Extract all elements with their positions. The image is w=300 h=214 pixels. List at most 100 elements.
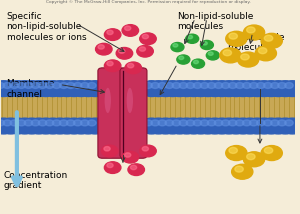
Circle shape	[243, 25, 265, 40]
Circle shape	[220, 48, 241, 63]
Circle shape	[88, 82, 96, 88]
Circle shape	[204, 118, 226, 134]
Circle shape	[179, 56, 184, 59]
Circle shape	[196, 118, 219, 134]
Circle shape	[17, 120, 26, 126]
Circle shape	[264, 35, 273, 41]
Circle shape	[229, 33, 237, 39]
Circle shape	[188, 35, 193, 39]
Circle shape	[38, 82, 47, 88]
Circle shape	[256, 120, 265, 126]
Circle shape	[223, 50, 232, 56]
Circle shape	[255, 46, 276, 61]
Circle shape	[28, 81, 50, 97]
Circle shape	[260, 81, 282, 97]
Circle shape	[246, 118, 268, 134]
Circle shape	[183, 118, 205, 134]
Circle shape	[169, 118, 191, 134]
Circle shape	[35, 118, 57, 134]
Circle shape	[264, 147, 273, 153]
Circle shape	[107, 163, 113, 168]
Circle shape	[190, 118, 212, 134]
Circle shape	[98, 45, 104, 49]
Circle shape	[194, 60, 199, 64]
Circle shape	[171, 43, 184, 52]
Circle shape	[142, 34, 148, 39]
Circle shape	[267, 118, 290, 134]
Circle shape	[128, 164, 145, 175]
Circle shape	[63, 118, 85, 134]
Circle shape	[278, 120, 286, 126]
Circle shape	[84, 118, 106, 134]
Circle shape	[70, 118, 92, 134]
Circle shape	[77, 81, 99, 97]
Circle shape	[42, 81, 64, 97]
Circle shape	[128, 63, 134, 68]
Circle shape	[169, 81, 191, 97]
Circle shape	[239, 118, 261, 134]
Circle shape	[193, 82, 202, 88]
Circle shape	[158, 120, 166, 126]
Circle shape	[31, 82, 40, 88]
Circle shape	[0, 82, 4, 88]
Circle shape	[45, 82, 54, 88]
Circle shape	[264, 120, 272, 126]
Circle shape	[200, 40, 213, 50]
Circle shape	[154, 81, 177, 97]
Circle shape	[0, 81, 22, 97]
Circle shape	[104, 29, 121, 40]
Circle shape	[130, 165, 137, 170]
Circle shape	[176, 81, 198, 97]
Circle shape	[177, 55, 190, 64]
Circle shape	[14, 118, 36, 134]
Circle shape	[214, 82, 223, 88]
Circle shape	[66, 82, 75, 88]
Circle shape	[256, 82, 265, 88]
Circle shape	[236, 120, 244, 126]
Ellipse shape	[127, 88, 133, 113]
Circle shape	[186, 82, 195, 88]
Circle shape	[10, 120, 19, 126]
Text: Copyright © The McGraw-Hill Companies, Inc. Permission required for reproduction: Copyright © The McGraw-Hill Companies, I…	[46, 0, 250, 4]
Circle shape	[232, 164, 253, 179]
Circle shape	[192, 59, 205, 68]
Circle shape	[161, 118, 184, 134]
Circle shape	[242, 120, 251, 126]
Circle shape	[144, 120, 152, 126]
Circle shape	[147, 81, 170, 97]
Circle shape	[154, 118, 177, 134]
Circle shape	[211, 118, 233, 134]
Circle shape	[196, 81, 219, 97]
Circle shape	[104, 162, 121, 173]
Circle shape	[21, 118, 43, 134]
Circle shape	[241, 54, 249, 60]
Circle shape	[147, 118, 170, 134]
Circle shape	[104, 60, 121, 72]
Circle shape	[124, 26, 131, 30]
Circle shape	[250, 120, 258, 126]
Circle shape	[0, 118, 22, 134]
Circle shape	[246, 81, 268, 97]
Circle shape	[211, 81, 233, 97]
Circle shape	[151, 82, 159, 88]
Circle shape	[158, 82, 166, 88]
Circle shape	[59, 82, 68, 88]
Circle shape	[161, 81, 184, 97]
Ellipse shape	[105, 88, 111, 113]
Circle shape	[0, 120, 4, 126]
Circle shape	[258, 48, 267, 54]
Circle shape	[122, 151, 139, 163]
Circle shape	[7, 118, 29, 134]
Circle shape	[274, 118, 296, 134]
Circle shape	[190, 81, 212, 97]
Circle shape	[70, 81, 92, 97]
Circle shape	[235, 166, 243, 172]
Circle shape	[45, 120, 54, 126]
Circle shape	[63, 81, 85, 97]
Circle shape	[0, 118, 15, 134]
Circle shape	[208, 52, 213, 55]
Circle shape	[49, 118, 71, 134]
Circle shape	[221, 82, 230, 88]
Circle shape	[261, 33, 282, 48]
Circle shape	[101, 145, 118, 157]
